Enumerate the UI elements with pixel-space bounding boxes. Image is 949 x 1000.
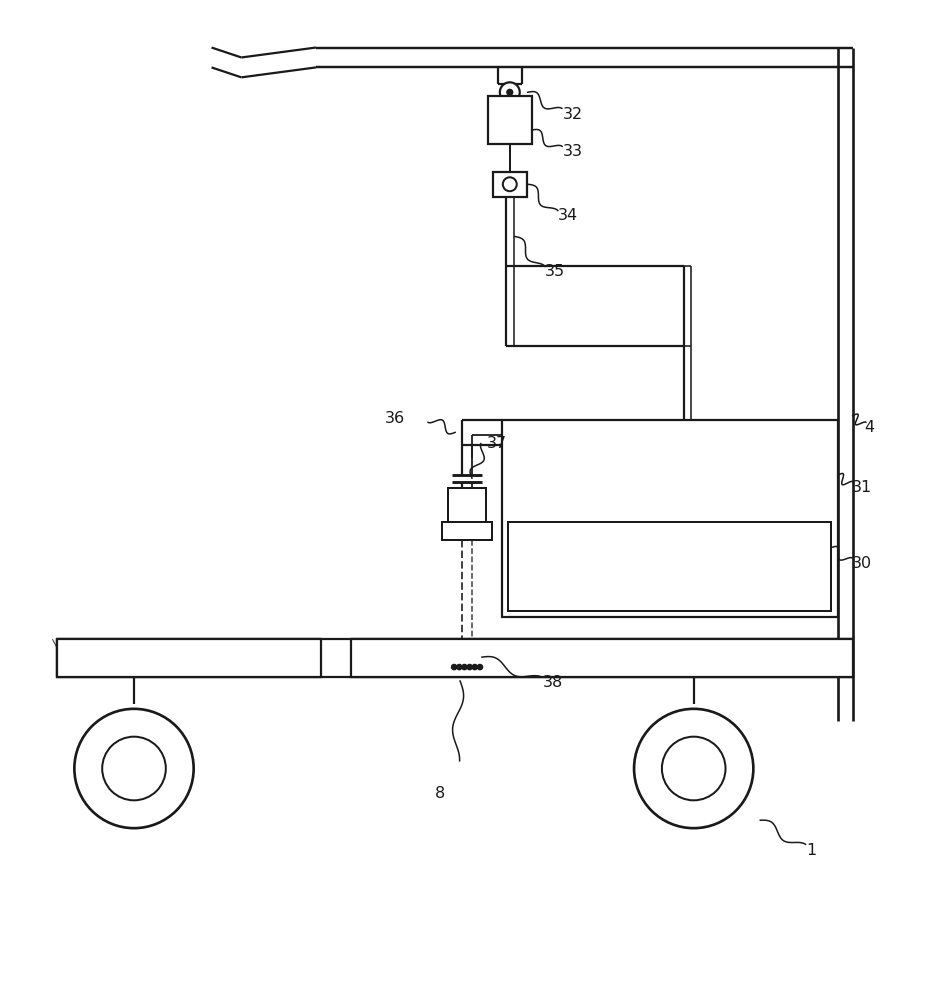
Circle shape <box>468 665 472 669</box>
Text: 32: 32 <box>563 107 583 122</box>
Circle shape <box>634 709 754 828</box>
Text: 36: 36 <box>385 411 405 426</box>
Text: 31: 31 <box>852 480 872 495</box>
Bar <box>442 522 492 540</box>
Bar <box>58 639 321 677</box>
Circle shape <box>503 177 517 191</box>
Text: 1: 1 <box>806 843 816 858</box>
Text: 38: 38 <box>543 675 563 690</box>
Text: 4: 4 <box>865 420 875 435</box>
Circle shape <box>508 90 512 95</box>
Circle shape <box>452 665 456 669</box>
Circle shape <box>500 82 520 102</box>
Bar <box>351 639 853 677</box>
Text: 8: 8 <box>435 786 445 801</box>
Bar <box>488 96 531 144</box>
Circle shape <box>661 737 726 800</box>
Circle shape <box>102 737 166 800</box>
Circle shape <box>462 665 467 669</box>
Text: 35: 35 <box>545 264 565 279</box>
Circle shape <box>477 665 482 669</box>
Circle shape <box>473 665 477 669</box>
Text: 33: 33 <box>563 144 583 159</box>
Bar <box>502 420 838 617</box>
Bar <box>58 639 853 677</box>
Bar <box>508 522 831 611</box>
Text: 37: 37 <box>487 436 507 451</box>
Circle shape <box>74 709 194 828</box>
Bar <box>448 488 486 525</box>
Bar <box>493 172 527 197</box>
Text: 34: 34 <box>557 208 578 223</box>
Circle shape <box>457 665 461 669</box>
Text: 30: 30 <box>852 556 872 571</box>
